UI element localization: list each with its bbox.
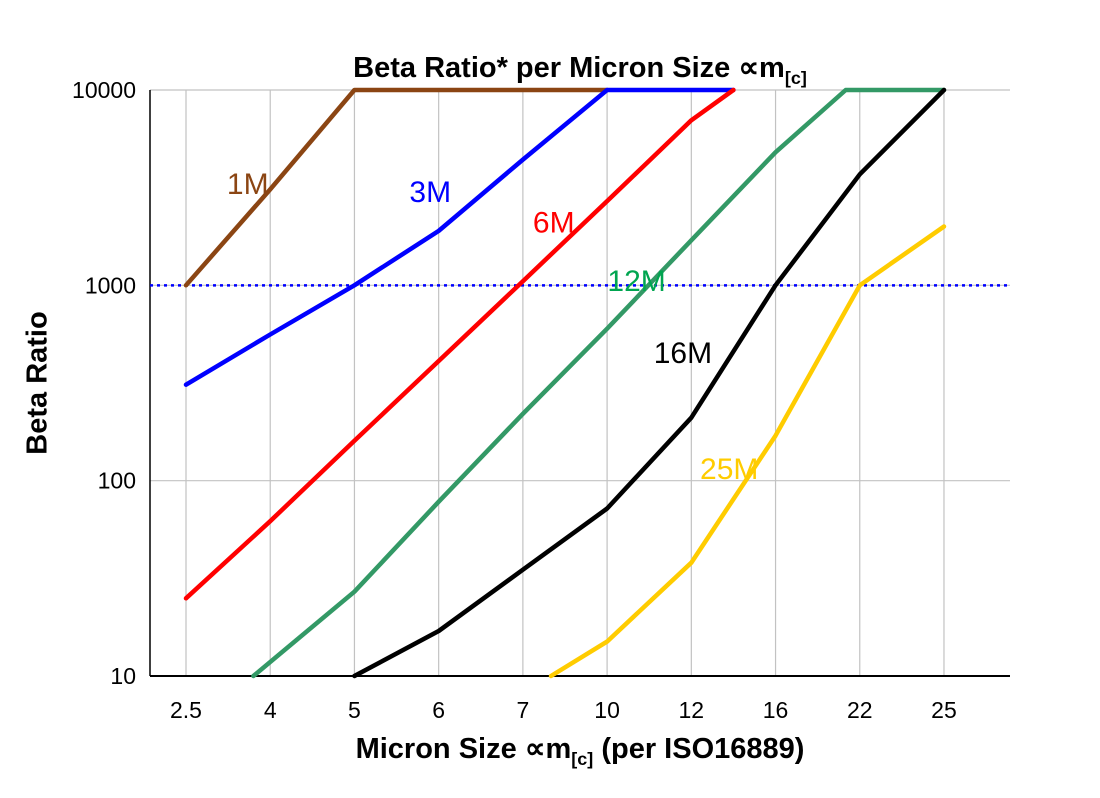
series-line-12M — [251, 87, 947, 679]
y-tick-label: 10000 — [72, 77, 136, 103]
series-line-3M — [183, 87, 736, 387]
x-tick-label: 6 — [432, 697, 445, 723]
chart-title-symbol: ∝m — [738, 52, 785, 84]
x-tick-label: 16 — [763, 697, 789, 723]
x-axis-label-suffix: (per ISO16889) — [593, 733, 805, 765]
x-tick-label: 22 — [847, 697, 873, 723]
x-tick-label: 5 — [348, 697, 361, 723]
series-line-1M — [183, 87, 610, 288]
y-tick-label: 100 — [98, 468, 136, 494]
series-label-3M: 3M — [409, 176, 451, 209]
y-tick-label: 10 — [110, 663, 136, 689]
series-label-16M: 16M — [654, 337, 712, 370]
series-label-1M: 1M — [227, 168, 269, 201]
series-line-16M — [352, 87, 947, 679]
y-tick-label: 1000 — [85, 272, 136, 298]
x-axis-label: Micron Size ∝m[c] (per ISO16889) — [150, 731, 1010, 770]
series-line-25M — [548, 224, 947, 679]
series-label-12M: 12M — [607, 265, 665, 298]
x-axis-label-subscript: [c] — [571, 748, 594, 769]
x-tick-label: 7 — [516, 697, 529, 723]
x-tick-label: 2.5 — [170, 697, 202, 723]
x-tick-label: 4 — [264, 697, 277, 723]
chart-title-text: Beta Ratio* per Micron Size — [353, 52, 739, 84]
series-line-6M — [183, 87, 736, 601]
chart-title-subscript: [c] — [784, 67, 807, 88]
x-tick-label: 12 — [679, 697, 705, 723]
x-tick-label: 10 — [594, 697, 620, 723]
x-axis-label-symbol: ∝m — [524, 733, 572, 765]
x-tick-label: 25 — [931, 697, 957, 723]
series-label-6M: 6M — [533, 206, 575, 239]
x-axis-label-text: Micron Size — [355, 733, 525, 765]
series-label-25M: 25M — [700, 453, 758, 486]
chart-title: Beta Ratio* per Micron Size ∝m[c] — [150, 50, 1010, 89]
